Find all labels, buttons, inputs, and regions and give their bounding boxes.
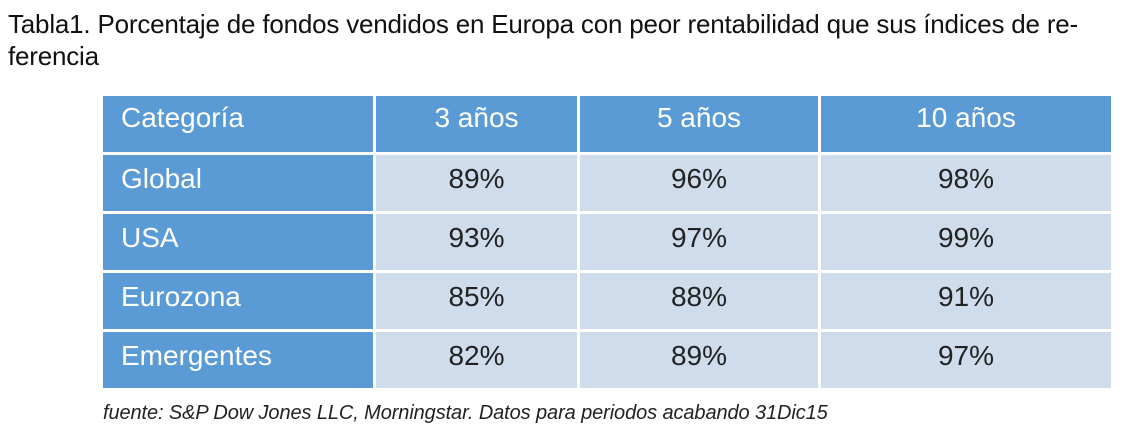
cell-3-years: 85% [376, 273, 577, 329]
cell-5-years: 97% [580, 214, 818, 270]
fund-performance-table: Categoría 3 años 5 años 10 años Global 8… [100, 93, 1114, 391]
cell-3-years: 89% [376, 155, 577, 211]
table-row: USA 93% 97% 99% [103, 214, 1111, 270]
cell-10-years: 98% [821, 155, 1111, 211]
row-category: Global [103, 155, 373, 211]
source-note: fuente: S&P Dow Jones LLC, Morningstar. … [103, 402, 828, 424]
header-category: Categoría [103, 96, 373, 152]
row-category: USA [103, 214, 373, 270]
cell-3-years: 93% [376, 214, 577, 270]
header-row: Categoría 3 años 5 años 10 años [103, 96, 1111, 152]
table-row: Global 89% 96% 98% [103, 155, 1111, 211]
header-10-years: 10 años [821, 96, 1111, 152]
table-row: Eurozona 85% 88% 91% [103, 273, 1111, 329]
header-3-years: 3 años [376, 96, 577, 152]
header-5-years: 5 años [580, 96, 818, 152]
cell-3-years: 82% [376, 332, 577, 388]
cell-5-years: 88% [580, 273, 818, 329]
row-category: Emergentes [103, 332, 373, 388]
cell-10-years: 97% [821, 332, 1111, 388]
cell-10-years: 99% [821, 214, 1111, 270]
cell-5-years: 89% [580, 332, 818, 388]
cell-10-years: 91% [821, 273, 1111, 329]
cell-5-years: 96% [580, 155, 818, 211]
row-category: Eurozona [103, 273, 373, 329]
table-caption: Tabla1. Porcentaje de fondos vendidos en… [8, 9, 1078, 71]
table-row: Emergentes 82% 89% 97% [103, 332, 1111, 388]
